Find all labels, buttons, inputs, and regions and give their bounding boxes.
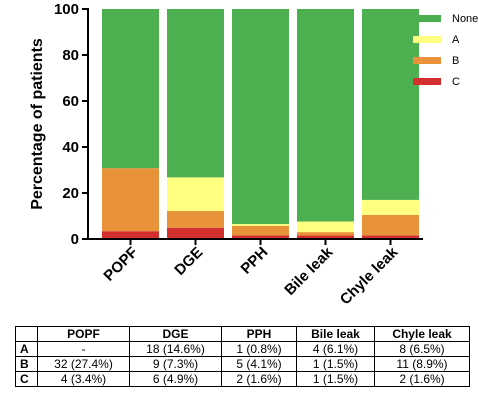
legend-swatch-none [413,15,441,22]
table-header-row: POPF DGE PPH Bile leak Chyle leak [15,326,470,342]
row-label: B [15,356,38,372]
table-cell: 4 (3.4%) [37,371,130,387]
table-cell: - [37,341,130,357]
table-cell: 2 (1.6%) [374,371,470,387]
bars [102,9,419,239]
table-cell: 18 (14.6%) [129,341,222,357]
table-header-chyle-leak: Chyle leak [374,326,470,342]
table-row: B 32 (27.4%) 9 (7.3%) 5 (4.1%) 1 (1.5%) … [15,356,470,372]
y-axis: 0 20 40 60 80 100 [54,1,89,248]
bar-dge-c [167,227,224,239]
table-cell: 1 (0.8%) [221,341,297,357]
x-tick-label: Chyle leak [337,243,402,308]
bar-chyle-leak-b [362,214,419,236]
table-cell: 11 (8.9%) [374,356,470,372]
bar-dge-none [167,9,224,178]
table-header-pph: PPH [221,326,297,342]
stacked-bar-chart: 0 20 40 60 80 100 POPF DGE PPH Bile leak Chyle le… [29,1,478,308]
row-label: C [15,371,38,387]
table-cell: 9 (7.3%) [129,356,222,372]
x-tick-label: PPH [237,244,271,278]
legend-swatch-a [413,36,441,43]
table-cell: 4 (6.1%) [296,341,375,357]
x-tick-label: POPF [100,244,141,285]
bar-pph-b [232,225,289,236]
table-row: C 4 (3.4%) 6 (4.9%) 2 (1.6%) 1 (1.5%) 2 … [15,371,470,387]
bar-popf-none [102,9,159,169]
bar-popf-b [102,168,159,232]
table-cell: 2 (1.6%) [221,371,297,387]
x-axis: POPF DGE PPH Bile leak Chyle leak [87,238,423,308]
x-tick-label: Bile leak [281,243,337,299]
y-tick-label: 40 [62,139,79,156]
table-cell: 1 (1.5%) [296,356,375,372]
x-tick-label: DGE [171,244,206,279]
bar-chyle-leak-a [362,199,419,215]
table-row: A - 18 (14.6%) 1 (0.8%) 4 (6.1%) 8 (6.5%… [15,341,470,357]
y-axis-label: Percentage of patients [29,38,46,210]
legend-label-none: None [452,13,478,25]
bar-chyle-leak-c [362,235,419,239]
bar-pph-none [232,9,289,225]
y-tick-label: 60 [62,93,79,110]
legend-swatch-b [413,57,441,64]
bar-chyle-leak-none [362,9,419,200]
bar-dge-a [167,177,224,211]
table-header-corner [15,326,38,342]
y-tick-label: 0 [71,231,79,248]
data-table: POPF DGE PPH Bile leak Chyle leak A - 18… [15,326,470,387]
table-cell: 8 (6.5%) [374,341,470,357]
bar-pph-c [232,235,289,239]
table-cell: 1 (1.5%) [296,371,375,387]
y-tick-label: 100 [54,1,79,18]
y-tick-label: 80 [62,47,79,64]
legend-label-c: C [452,76,460,88]
table-cell: 6 (4.9%) [129,371,222,387]
legend-swatch-c [413,78,441,85]
row-label: A [15,341,38,357]
table-cell: 32 (27.4%) [37,356,130,372]
bar-bile-leak-none [297,9,354,222]
y-tick-label: 20 [62,185,79,202]
bar-pph-a [232,224,289,226]
table-header-bile-leak: Bile leak [296,326,375,342]
bar-bile-leak-c [297,235,354,239]
bar-dge-b [167,210,224,228]
legend-label-a: A [452,34,460,46]
bar-bile-leak-b [297,232,354,236]
legend-label-b: B [452,55,459,67]
legend: None ABC [413,13,478,88]
table-header-popf: POPF [37,326,130,342]
table-cell: 5 (4.1%) [221,356,297,372]
table-header-dge: DGE [129,326,222,342]
bar-bile-leak-a [297,221,354,233]
bar-popf-c [102,231,159,239]
